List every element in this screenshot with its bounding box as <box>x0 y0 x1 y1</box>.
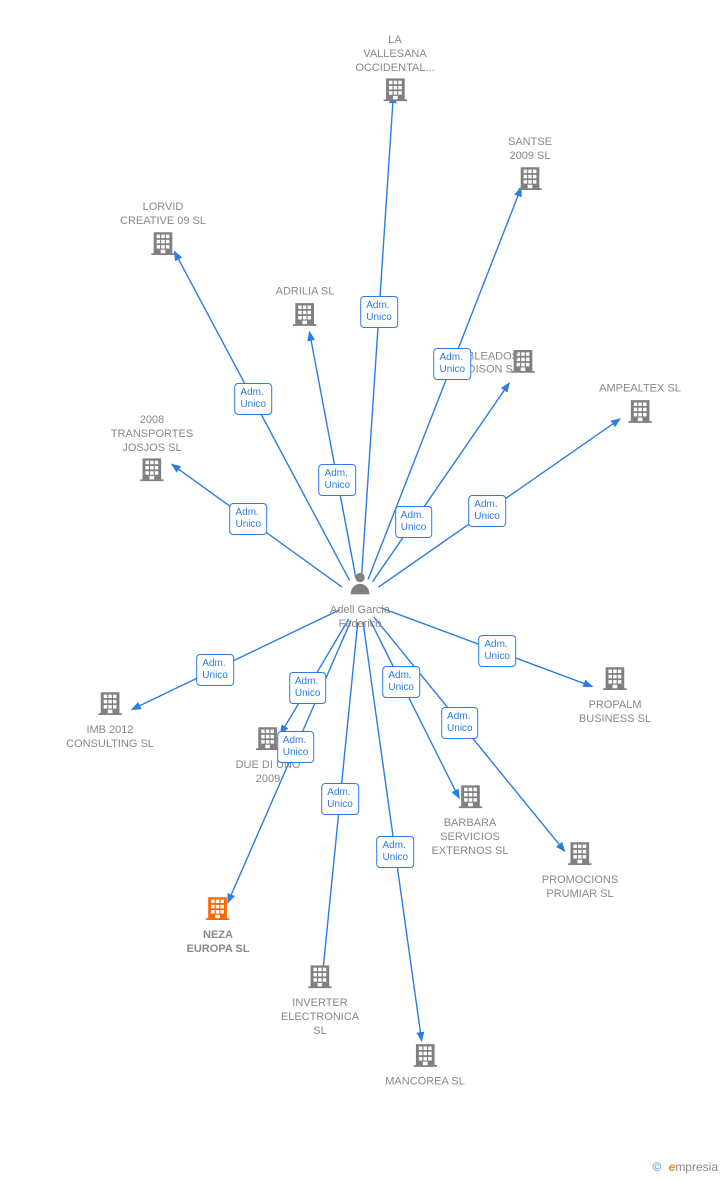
building-icon <box>579 664 651 697</box>
edge-label: Adm. Unico <box>319 464 357 496</box>
company-node-barbara[interactable]: BARBARASERVICIOSEXTERNOS SL <box>431 782 508 858</box>
center-label: Adell GarciaFederico <box>330 604 390 632</box>
company-node-inverter[interactable]: INVERTERELECTRONICASL <box>281 962 359 1038</box>
edge-label: Adm. Unico <box>229 503 267 535</box>
company-label: PROPALMBUSINESS SL <box>579 699 651 727</box>
building-icon <box>508 163 552 196</box>
edge-label: Adm. Unico <box>478 635 516 667</box>
company-node-santse[interactable]: SANTSE2009 SL <box>508 134 552 197</box>
company-node-cableados[interactable]: CABLEADOSEDISON SL <box>509 347 537 380</box>
edge-line <box>373 383 510 582</box>
company-node-lorvid[interactable]: LORVIDCREATIVE 09 SL <box>120 199 206 262</box>
brand-rest: mpresia <box>675 1160 718 1174</box>
building-icon <box>431 782 508 815</box>
building-icon <box>187 894 250 927</box>
company-node-promocions[interactable]: PROMOCIONSPRUMIAR SL <box>542 839 618 902</box>
company-node-imb[interactable]: IMB 2012CONSULTING SL <box>66 689 154 752</box>
company-node-adrilia[interactable]: ADRILIA SL <box>276 284 335 333</box>
company-label: MANCOREA SL <box>385 1076 464 1090</box>
edge-line <box>309 332 355 578</box>
center-node[interactable]: Adell GarciaFederico <box>330 569 390 632</box>
building-icon <box>281 962 359 995</box>
edge-label: Adm. Unico <box>433 348 471 380</box>
company-label: INVERTERELECTRONICASL <box>281 997 359 1038</box>
company-label: IMB 2012CONSULTING SL <box>66 724 154 752</box>
company-label: LORVIDCREATIVE 09 SL <box>120 201 206 229</box>
company-label: ADRILIA SL <box>276 286 335 300</box>
person-icon <box>330 569 390 602</box>
building-icon <box>120 228 206 261</box>
edge-label: Adm. Unico <box>289 672 327 704</box>
company-node-mancorea[interactable]: MANCOREA SL <box>385 1041 464 1090</box>
edge-label: Adm. Unico <box>277 731 315 763</box>
edge-label: Adm. Unico <box>360 296 398 328</box>
building-icon <box>276 299 335 332</box>
company-node-transportes[interactable]: 2008TRANSPORTESJOSJOS SL <box>111 412 193 488</box>
edge-label: Adm. Unico <box>395 506 433 538</box>
edge-line <box>361 94 393 578</box>
company-node-propalm[interactable]: PROPALMBUSINESS SL <box>579 664 651 727</box>
company-label: SANTSE2009 SL <box>508 136 552 164</box>
building-icon <box>111 455 193 488</box>
edge-label: Adm. Unico <box>376 836 414 868</box>
company-node-ampealtex[interactable]: AMPEALTEX SL <box>599 381 681 430</box>
edge-label: Adm. Unico <box>382 666 420 698</box>
edge-label: Adm. Unico <box>441 707 479 739</box>
edge-label: Adm. Unico <box>234 383 272 415</box>
company-label: AMPEALTEX SL <box>599 383 681 397</box>
company-node-neza[interactable]: NEZAEUROPA SL <box>187 894 250 957</box>
company-label: LAVALLESANAOCCIDENTAL... <box>355 34 434 75</box>
copyright-symbol: © <box>652 1160 661 1174</box>
company-label: 2008TRANSPORTESJOSJOS SL <box>111 414 193 455</box>
footer-credit: © empresia <box>652 1160 718 1174</box>
building-icon <box>355 75 434 108</box>
building-icon <box>542 839 618 872</box>
edge-label: Adm. Unico <box>321 783 359 815</box>
building-icon <box>385 1041 464 1074</box>
company-node-la_vallesana[interactable]: LAVALLESANAOCCIDENTAL... <box>355 32 434 108</box>
company-label: PROMOCIONSPRUMIAR SL <box>542 874 618 902</box>
building-icon <box>599 396 681 429</box>
edge-label: Adm. Unico <box>196 654 234 686</box>
company-label: NEZAEUROPA SL <box>187 929 250 957</box>
company-label: BARBARASERVICIOSEXTERNOS SL <box>431 817 508 858</box>
edge-label: Adm. Unico <box>468 495 506 527</box>
building-icon <box>66 689 154 722</box>
